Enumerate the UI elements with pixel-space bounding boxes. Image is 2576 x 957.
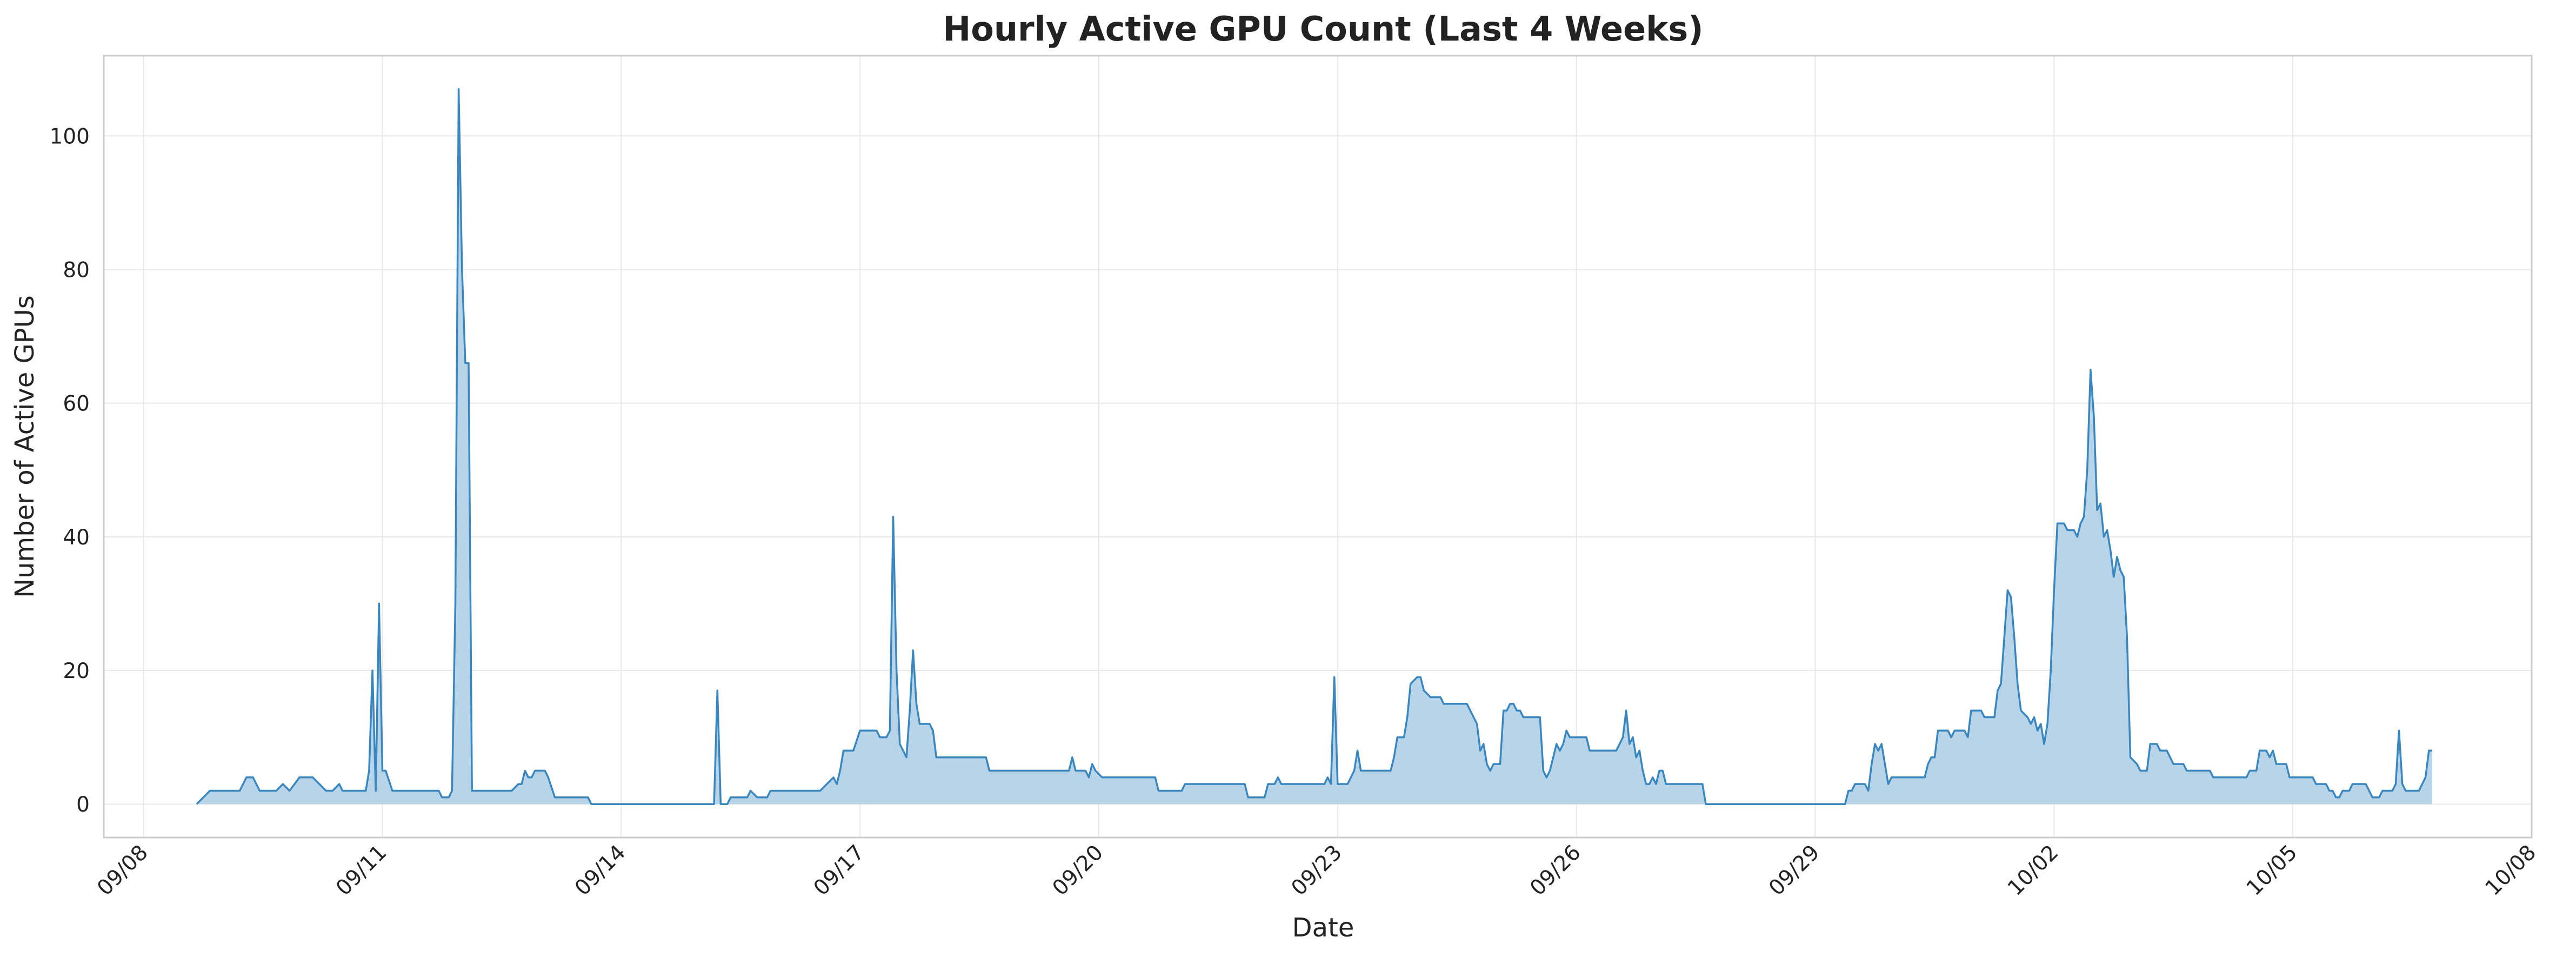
y-tick-label: 0 — [76, 793, 90, 817]
y-tick-label: 100 — [50, 124, 90, 149]
x-tick-label: 09/17 — [809, 840, 869, 900]
x-tick-label: 10/08 — [2481, 840, 2541, 900]
plot-frame — [103, 55, 2533, 839]
x-tick-label: 09/29 — [1764, 840, 1824, 900]
y-axis-ticks: 0 20 40 60 80 100 — [50, 124, 90, 817]
x-axis-label: Date — [1292, 913, 1354, 943]
y-tick-label: 40 — [63, 526, 90, 550]
y-axis-label: Number of Active GPUs — [10, 295, 40, 598]
x-tick-label: 10/05 — [2242, 840, 2302, 900]
x-tick-label: 09/14 — [570, 840, 630, 900]
x-tick-label: 09/11 — [331, 840, 391, 900]
y-tick-label: 60 — [63, 392, 90, 416]
y-tick-label: 20 — [63, 659, 90, 683]
x-tick-label: 09/08 — [92, 840, 152, 900]
x-axis-ticks: 09/08 09/11 09/14 09/17 09/20 09/23 09/26 09/29… — [92, 840, 2541, 900]
x-tick-label: 10/02 — [2003, 840, 2063, 900]
y-tick-label: 80 — [63, 258, 90, 282]
series-area — [196, 88, 2432, 805]
series-line — [196, 88, 2432, 805]
x-tick-label: 09/20 — [1048, 840, 1108, 900]
x-tick-label: 09/26 — [1525, 840, 1585, 900]
grid — [104, 56, 2532, 838]
chart-title: Hourly Active GPU Count (Last 4 Weeks) — [943, 9, 1703, 49]
x-tick-label: 09/23 — [1287, 840, 1347, 900]
